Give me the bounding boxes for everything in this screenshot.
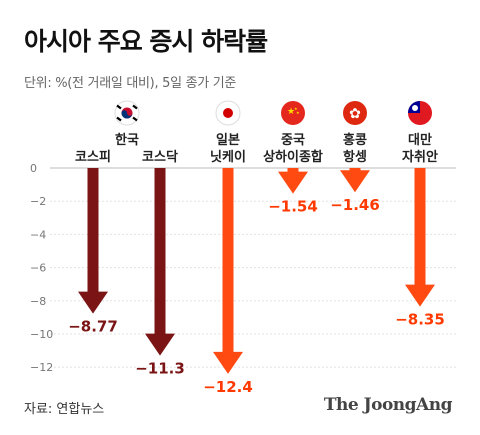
china-small-star: ★: [296, 110, 300, 115]
hong-kong-flag: [343, 101, 367, 125]
y-tick-label: −8: [30, 295, 46, 308]
y-tick-label: −2: [30, 195, 46, 208]
value-label: −1.46: [330, 196, 380, 214]
chart-subtitle: 단위: %(전 거래일 대비), 5일 종가 기준: [24, 76, 237, 91]
y-tick-label: −6: [30, 262, 46, 275]
china-flag: [281, 101, 305, 125]
trigram-mark: [116, 116, 122, 122]
category-label: 상하이종합: [263, 149, 323, 165]
value-label: −11.3: [135, 360, 185, 378]
category-label: 일본: [216, 133, 240, 148]
y-tick-label: −4: [30, 228, 46, 241]
value-label: −8.77: [68, 318, 118, 336]
y-tick-label: −10: [30, 328, 53, 341]
bar-arrow: [405, 168, 435, 307]
chart-title: 아시아 주요 증시 하락률: [24, 27, 268, 56]
bar-arrow: [340, 168, 370, 193]
bar-arrow: [278, 168, 308, 194]
trigram-mark: [116, 104, 122, 110]
bar-arrow: [78, 168, 108, 314]
publisher-logo: The JoongAng: [323, 395, 453, 415]
value-label: −1.54: [268, 198, 318, 216]
japan-sun: [223, 108, 233, 118]
category-label: 닛케이: [210, 149, 246, 165]
bauhinia-flower: ✿: [349, 106, 361, 122]
source-note: 자료: 연합뉴스: [24, 402, 105, 417]
taiwan-sun: [412, 105, 418, 111]
group-label-korea: 한국: [115, 132, 139, 148]
category-label: 항셍: [343, 149, 367, 165]
value-label: −12.4: [203, 378, 253, 396]
china-small-star: ★: [294, 106, 298, 111]
value-label: −8.35: [395, 311, 445, 329]
bar-arrow: [213, 168, 243, 374]
category-label: 대만: [408, 132, 432, 148]
y-tick-label: 0: [30, 162, 37, 175]
category-label: 코스닥: [142, 149, 178, 165]
bar-arrow: [145, 168, 175, 356]
category-label: 코스피: [75, 150, 111, 165]
category-label: 홍콩: [343, 132, 367, 148]
trigram-mark: [132, 104, 138, 110]
category-label: 자취안: [402, 149, 438, 165]
y-tick-label: −12: [30, 361, 53, 374]
taegeuk-blue: [121, 110, 133, 119]
category-label: 중국: [281, 133, 305, 148]
china-star: ★: [287, 107, 295, 117]
trigram-mark: [132, 116, 138, 122]
